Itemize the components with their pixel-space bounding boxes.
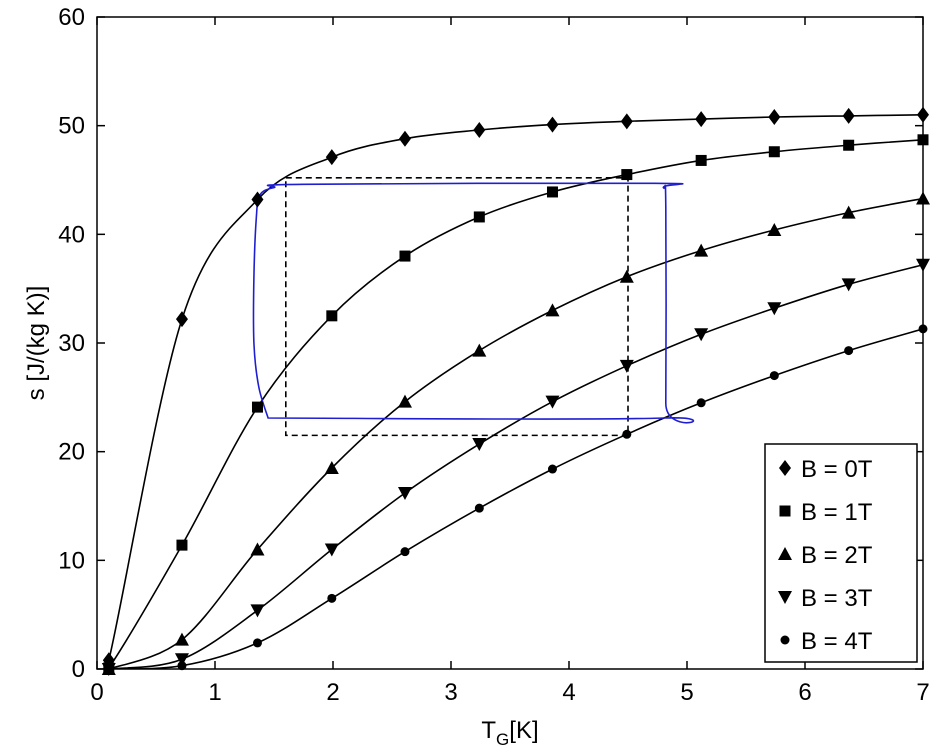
data-point xyxy=(621,169,633,181)
x-tick-label: 0 xyxy=(90,679,103,706)
y-tick-label: 10 xyxy=(58,547,85,574)
legend-label: B = 3T xyxy=(801,585,873,612)
data-point xyxy=(175,311,188,328)
data-point xyxy=(398,130,411,147)
data-point xyxy=(841,278,856,292)
overlays xyxy=(252,177,695,437)
data-point xyxy=(843,139,855,151)
data-point xyxy=(325,149,338,166)
series-line xyxy=(97,114,923,669)
legend-box xyxy=(764,443,918,663)
x-tick-label: 7 xyxy=(916,679,929,706)
series-markers xyxy=(101,106,930,676)
data-point xyxy=(397,394,412,408)
data-point xyxy=(176,539,188,551)
legend-label: B = 0T xyxy=(801,456,873,483)
data-point xyxy=(619,359,634,373)
data-point xyxy=(399,250,411,262)
data-point xyxy=(769,371,779,381)
data-point xyxy=(841,205,856,219)
legend-marker xyxy=(779,460,791,476)
data-point xyxy=(695,111,708,128)
y-axis: 0 10 20 30 40 50 60 xyxy=(58,4,923,683)
data-point xyxy=(327,593,337,603)
data-point xyxy=(620,113,633,130)
data-point xyxy=(916,191,930,205)
y-tick-label: 40 xyxy=(58,221,85,248)
x-tick-label: 3 xyxy=(444,679,457,706)
data-point xyxy=(767,302,782,316)
data-point xyxy=(397,486,412,500)
data-point xyxy=(177,661,187,671)
x-axis-title-unit: [K] xyxy=(509,717,538,744)
data-point xyxy=(473,211,485,223)
legend-marker xyxy=(778,547,792,560)
dashed-rectangle xyxy=(284,177,629,437)
data-point xyxy=(918,324,928,334)
x-axis: 0 1 2 3 4 5 6 7 xyxy=(90,17,930,706)
data-point xyxy=(326,310,338,322)
y-axis-title: s [J/(kg K)] xyxy=(23,286,50,401)
data-point xyxy=(917,134,929,146)
data-point xyxy=(546,186,558,198)
data-point xyxy=(545,303,560,317)
data-point xyxy=(250,542,265,556)
legend-label: B = 1T xyxy=(801,499,873,526)
legend-marker xyxy=(778,591,792,604)
data-point xyxy=(250,604,265,618)
data-point xyxy=(104,664,114,674)
data-point xyxy=(545,395,560,409)
x-tick-label: 1 xyxy=(208,679,221,706)
x-tick-label: 2 xyxy=(326,679,339,706)
data-point xyxy=(400,547,410,557)
y-tick-label: 0 xyxy=(72,656,85,683)
y-tick-label: 50 xyxy=(58,113,85,140)
data-point xyxy=(622,429,632,439)
data-point xyxy=(917,106,929,123)
data-point xyxy=(696,398,706,408)
data-point xyxy=(695,154,707,166)
data-point xyxy=(547,464,557,474)
data-point xyxy=(324,543,339,557)
data-point xyxy=(546,116,559,133)
y-tick-label: 20 xyxy=(58,439,85,466)
data-point xyxy=(474,503,484,513)
x-tick-label: 5 xyxy=(680,679,693,706)
legend-marker xyxy=(779,505,791,517)
data-point xyxy=(324,460,339,474)
data-point xyxy=(694,328,709,342)
data-point xyxy=(842,107,855,124)
x-tick-label: 4 xyxy=(562,679,575,706)
data-point xyxy=(252,638,262,648)
y-tick-label: 30 xyxy=(58,330,85,357)
legend-marker xyxy=(780,635,790,645)
legend-label: B = 4T xyxy=(801,628,873,655)
legend-label: B = 2T xyxy=(801,542,873,569)
data-point xyxy=(174,632,189,646)
data-point xyxy=(768,108,781,125)
y-tick-label: 60 xyxy=(58,4,85,31)
data-point xyxy=(619,269,634,283)
x-axis-title-main: T xyxy=(481,717,496,744)
data-point xyxy=(472,438,487,452)
legend: B = 0T B = 1T B = 2T B = 3T B = 4T xyxy=(764,443,918,663)
data-point xyxy=(694,243,709,257)
data-point xyxy=(251,401,263,413)
x-axis-title: TG[K] xyxy=(481,717,538,749)
cycle-loop xyxy=(252,182,695,424)
data-point xyxy=(472,343,487,357)
x-axis-title-subscript: G xyxy=(496,730,509,749)
data-point xyxy=(473,122,486,139)
x-tick-label: 6 xyxy=(798,679,811,706)
data-point xyxy=(916,258,930,272)
data-point xyxy=(844,346,854,356)
data-point xyxy=(174,653,189,667)
data-point xyxy=(251,191,264,208)
data-point xyxy=(768,146,780,158)
data-point xyxy=(767,222,782,236)
